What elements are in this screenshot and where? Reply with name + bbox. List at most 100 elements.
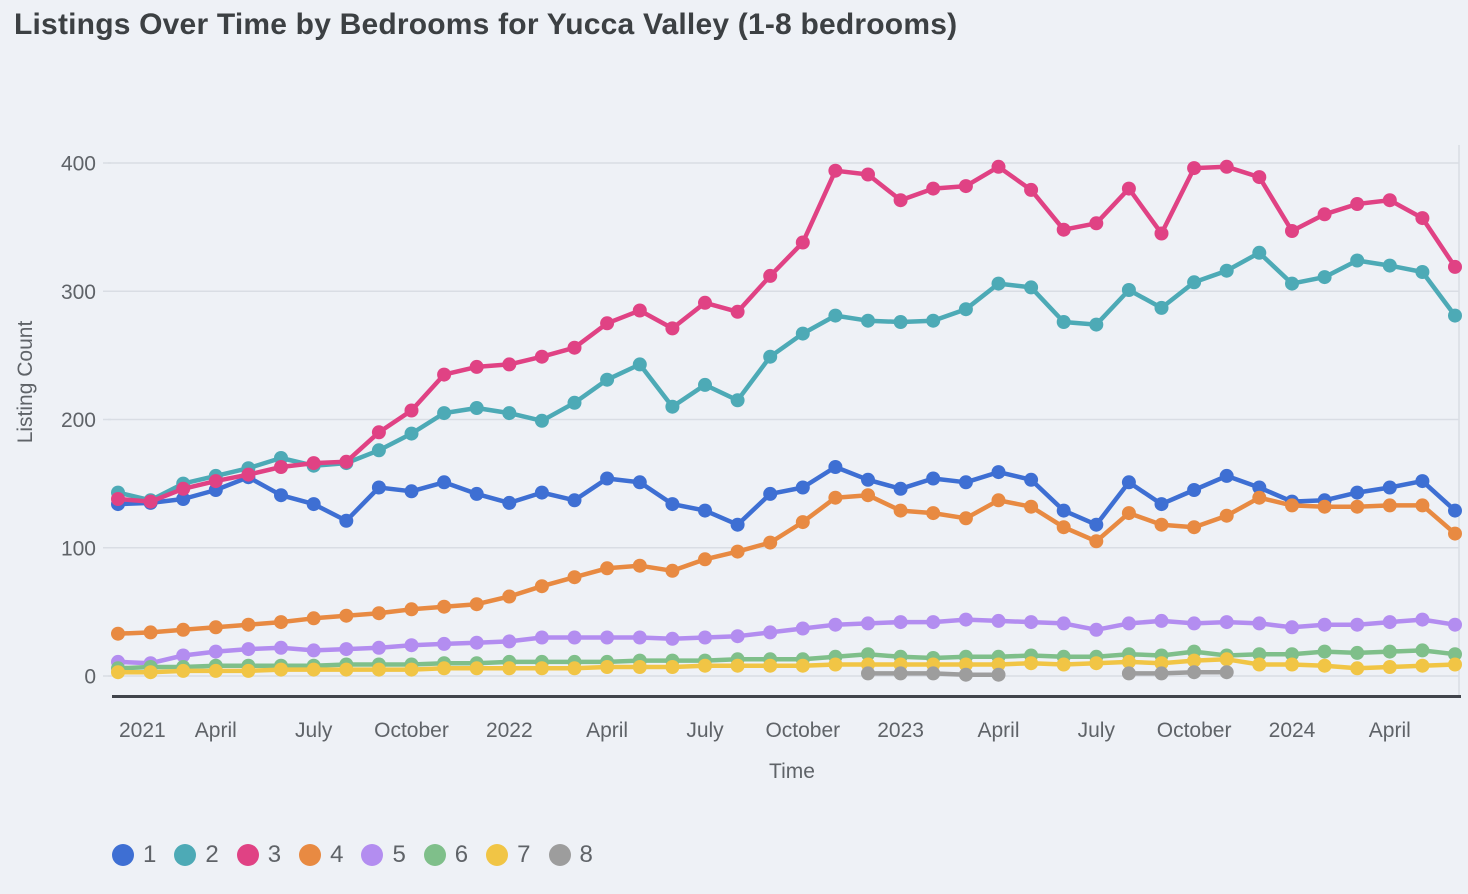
legend-item-4[interactable]: 4 xyxy=(299,843,343,867)
data-point-3[interactable] xyxy=(176,481,191,496)
data-point-1[interactable] xyxy=(306,497,321,512)
data-point-5[interactable] xyxy=(404,638,419,653)
data-point-7[interactable] xyxy=(763,658,778,673)
data-point-4[interactable] xyxy=(1187,520,1202,535)
data-point-3[interactable] xyxy=(1382,193,1397,208)
data-point-5[interactable] xyxy=(502,634,517,649)
data-point-5[interactable] xyxy=(730,629,745,644)
data-point-7[interactable] xyxy=(1415,658,1430,673)
legend-item-2[interactable]: 2 xyxy=(174,843,219,867)
data-point-1[interactable] xyxy=(1350,485,1365,500)
data-point-5[interactable] xyxy=(1350,617,1365,632)
data-point-1[interactable] xyxy=(1252,480,1267,495)
data-point-3[interactable] xyxy=(1187,161,1202,176)
data-point-3[interactable] xyxy=(404,403,419,418)
data-point-4[interactable] xyxy=(371,606,386,621)
data-point-3[interactable] xyxy=(958,179,973,194)
data-point-3[interactable] xyxy=(861,167,875,182)
legend-item-8[interactable]: 8 xyxy=(548,843,593,867)
data-point-1[interactable] xyxy=(469,486,484,501)
data-point-2[interactable] xyxy=(1252,245,1267,260)
data-point-4[interactable] xyxy=(1024,499,1039,514)
data-point-6[interactable] xyxy=(1285,647,1299,662)
data-point-2[interactable] xyxy=(1448,308,1462,323)
data-point-4[interactable] xyxy=(1154,517,1169,532)
data-point-4[interactable] xyxy=(469,597,484,612)
data-point-7[interactable] xyxy=(1056,657,1071,672)
data-point-5[interactable] xyxy=(665,631,680,646)
data-point-2[interactable] xyxy=(991,276,1006,291)
data-point-2[interactable] xyxy=(1285,276,1299,291)
data-point-7[interactable] xyxy=(1285,657,1299,672)
data-point-7[interactable] xyxy=(1024,656,1039,671)
data-point-4[interactable] xyxy=(763,535,778,550)
data-point-7[interactable] xyxy=(469,661,484,676)
series-points-4[interactable] xyxy=(111,488,1462,641)
data-point-3[interactable] xyxy=(567,340,582,355)
data-point-7[interactable] xyxy=(632,660,647,674)
data-point-2[interactable] xyxy=(502,406,517,421)
data-point-3[interactable] xyxy=(274,460,288,474)
data-point-2[interactable] xyxy=(958,302,973,317)
data-point-8[interactable] xyxy=(893,666,908,681)
data-point-4[interactable] xyxy=(208,620,223,635)
data-point-5[interactable] xyxy=(1056,616,1071,631)
data-point-4[interactable] xyxy=(567,570,582,585)
data-point-1[interactable] xyxy=(404,484,419,499)
data-point-1[interactable] xyxy=(371,480,386,495)
data-point-1[interactable] xyxy=(893,481,908,496)
data-point-2[interactable] xyxy=(1089,317,1104,332)
data-point-6[interactable] xyxy=(1415,643,1430,658)
data-point-4[interactable] xyxy=(1317,499,1332,514)
data-point-1[interactable] xyxy=(1056,503,1071,518)
data-point-5[interactable] xyxy=(1121,616,1136,631)
data-point-7[interactable] xyxy=(1089,656,1104,671)
data-point-3[interactable] xyxy=(502,357,517,372)
data-point-2[interactable] xyxy=(1317,270,1332,285)
data-point-4[interactable] xyxy=(1056,520,1071,535)
data-point-6[interactable] xyxy=(1382,644,1397,659)
data-point-4[interactable] xyxy=(632,558,647,573)
legend-item-3[interactable]: 3 xyxy=(236,843,281,867)
data-point-3[interactable] xyxy=(111,492,125,506)
data-point-4[interactable] xyxy=(926,506,941,521)
data-point-2[interactable] xyxy=(1415,265,1430,279)
data-point-3[interactable] xyxy=(371,425,386,440)
data-point-2[interactable] xyxy=(1187,275,1202,290)
data-point-2[interactable] xyxy=(632,357,647,372)
data-point-3[interactable] xyxy=(1448,259,1462,274)
data-point-3[interactable] xyxy=(1024,182,1039,197)
data-point-7[interactable] xyxy=(1382,660,1397,674)
data-point-4[interactable] xyxy=(1382,498,1397,513)
data-point-1[interactable] xyxy=(665,497,680,512)
data-point-1[interactable] xyxy=(534,485,549,500)
data-point-8[interactable] xyxy=(1121,666,1136,681)
data-point-1[interactable] xyxy=(1382,480,1397,495)
data-point-1[interactable] xyxy=(1415,474,1430,489)
data-point-7[interactable] xyxy=(730,658,745,673)
data-point-3[interactable] xyxy=(1121,181,1136,196)
data-point-7[interactable] xyxy=(1219,652,1234,667)
data-point-4[interactable] xyxy=(665,563,680,578)
data-point-4[interactable] xyxy=(176,622,191,637)
data-point-7[interactable] xyxy=(1252,657,1267,672)
data-point-3[interactable] xyxy=(1252,170,1267,185)
data-point-5[interactable] xyxy=(958,612,973,627)
data-point-7[interactable] xyxy=(274,662,288,677)
data-point-5[interactable] xyxy=(1285,620,1299,635)
data-point-2[interactable] xyxy=(600,372,615,387)
data-point-3[interactable] xyxy=(1317,207,1332,222)
data-point-2[interactable] xyxy=(1056,315,1071,329)
data-point-2[interactable] xyxy=(893,315,908,329)
data-point-7[interactable] xyxy=(600,660,615,674)
data-point-2[interactable] xyxy=(861,313,875,328)
data-point-2[interactable] xyxy=(469,401,484,415)
series-points-3[interactable] xyxy=(111,159,1462,509)
data-point-7[interactable] xyxy=(1154,656,1169,671)
series-points-8[interactable] xyxy=(861,665,1234,682)
data-point-2[interactable] xyxy=(371,443,386,458)
data-point-4[interactable] xyxy=(1121,506,1136,521)
data-point-7[interactable] xyxy=(795,658,810,673)
legend-item-7[interactable]: 7 xyxy=(486,843,531,867)
data-point-7[interactable] xyxy=(991,657,1006,672)
